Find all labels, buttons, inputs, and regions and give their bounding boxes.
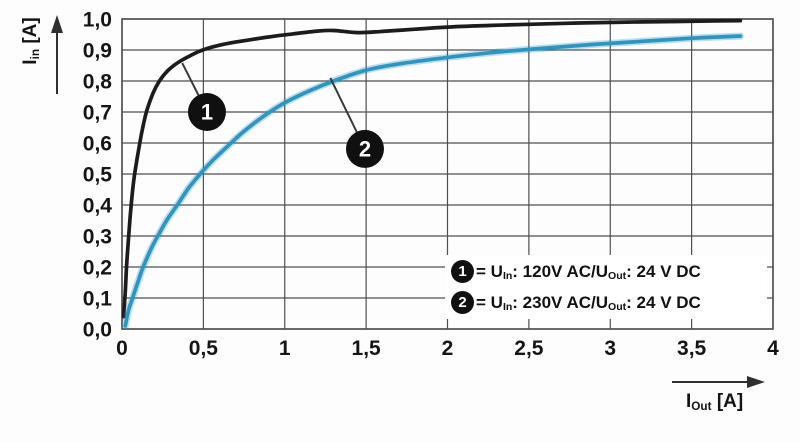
y-tick-label: 0,0 xyxy=(83,319,112,342)
legend-label-2: = UIn: 230V AC/UOut: 24 V DC xyxy=(476,293,701,313)
legend-2-sub-in: In xyxy=(502,301,513,314)
legend: 1 = UIn: 120V AC/UOut: 24 V DC 2 = UIn: … xyxy=(445,255,767,319)
x-tick-label: 0 xyxy=(116,337,128,360)
legend-row-2: 2 = UIn: 230V AC/UOut: 24 V DC xyxy=(445,288,767,317)
x-tick-label: 3 xyxy=(604,337,616,360)
y-tick-label: 0,2 xyxy=(83,257,112,280)
legend-1-tail: : 24 V DC xyxy=(626,261,701,281)
x-tick-label: 0,5 xyxy=(189,337,219,360)
legend-label-1: = UIn: 120V AC/UOut: 24 V DC xyxy=(476,262,701,282)
legend-1-sub-out: Out xyxy=(608,270,627,283)
y-tick-label: 1,0 xyxy=(83,9,112,32)
curve-2-marker-number: 2 xyxy=(359,136,371,161)
x-axis-title: IOut [A] xyxy=(686,391,743,413)
x-tick-label: 3,5 xyxy=(677,337,707,360)
x-tick-label: 2,5 xyxy=(514,337,544,360)
y-tick-label: 0,4 xyxy=(83,195,113,218)
curve-2-marker xyxy=(345,129,384,168)
x-tick-label: 1 xyxy=(279,337,291,360)
y-axis-title-unit: [A] xyxy=(20,17,41,49)
y-tick-label: 0,8 xyxy=(83,71,113,94)
y-tick-label: 0,9 xyxy=(83,40,112,63)
x-tick-label: 4 xyxy=(767,337,779,360)
legend-1-sub-in: In xyxy=(502,270,513,283)
legend-1-mid: : 120V AC/U xyxy=(512,261,609,281)
curve-2 xyxy=(123,34,743,328)
x-tick-label: 1,5 xyxy=(352,337,382,360)
y-axis-arrow-icon xyxy=(51,15,63,94)
y-axis-title: Iin [A] xyxy=(20,6,42,76)
legend-2-eq: = U xyxy=(476,292,503,312)
y-tick-label: 0,3 xyxy=(83,226,112,249)
plot-border xyxy=(121,18,774,330)
legend-badge-2: 2 xyxy=(451,291,474,314)
legend-badge-1: 1 xyxy=(451,260,474,283)
y-tick-label: 0,6 xyxy=(83,133,112,156)
y-axis-title-symbol: I xyxy=(20,59,41,65)
curve-1-marker-number: 1 xyxy=(201,100,213,125)
legend-1-eq: = U xyxy=(476,261,503,281)
y-tick-label: 0,7 xyxy=(83,102,112,125)
x-axis-title-unit: [A] xyxy=(711,391,744,412)
y-tick-label: 0,1 xyxy=(83,288,113,311)
y-tick-label: 0,5 xyxy=(83,164,113,187)
legend-row-1: 1 = UIn: 120V AC/UOut: 24 V DC xyxy=(445,257,767,286)
y-axis-title-subscript: in xyxy=(28,48,42,60)
curve-1-marker xyxy=(187,93,226,131)
x-axis-title-subscript: Out xyxy=(691,399,712,413)
legend-2-mid: : 230V AC/U xyxy=(512,292,609,312)
curve-1 xyxy=(121,18,743,319)
x-axis-title-symbol: I xyxy=(686,391,692,412)
legend-2-tail: : 24 V DC xyxy=(626,292,701,312)
x-axis-arrow-icon xyxy=(672,376,765,388)
legend-2-sub-out: Out xyxy=(608,301,627,314)
x-tick-label: 2 xyxy=(442,337,454,360)
